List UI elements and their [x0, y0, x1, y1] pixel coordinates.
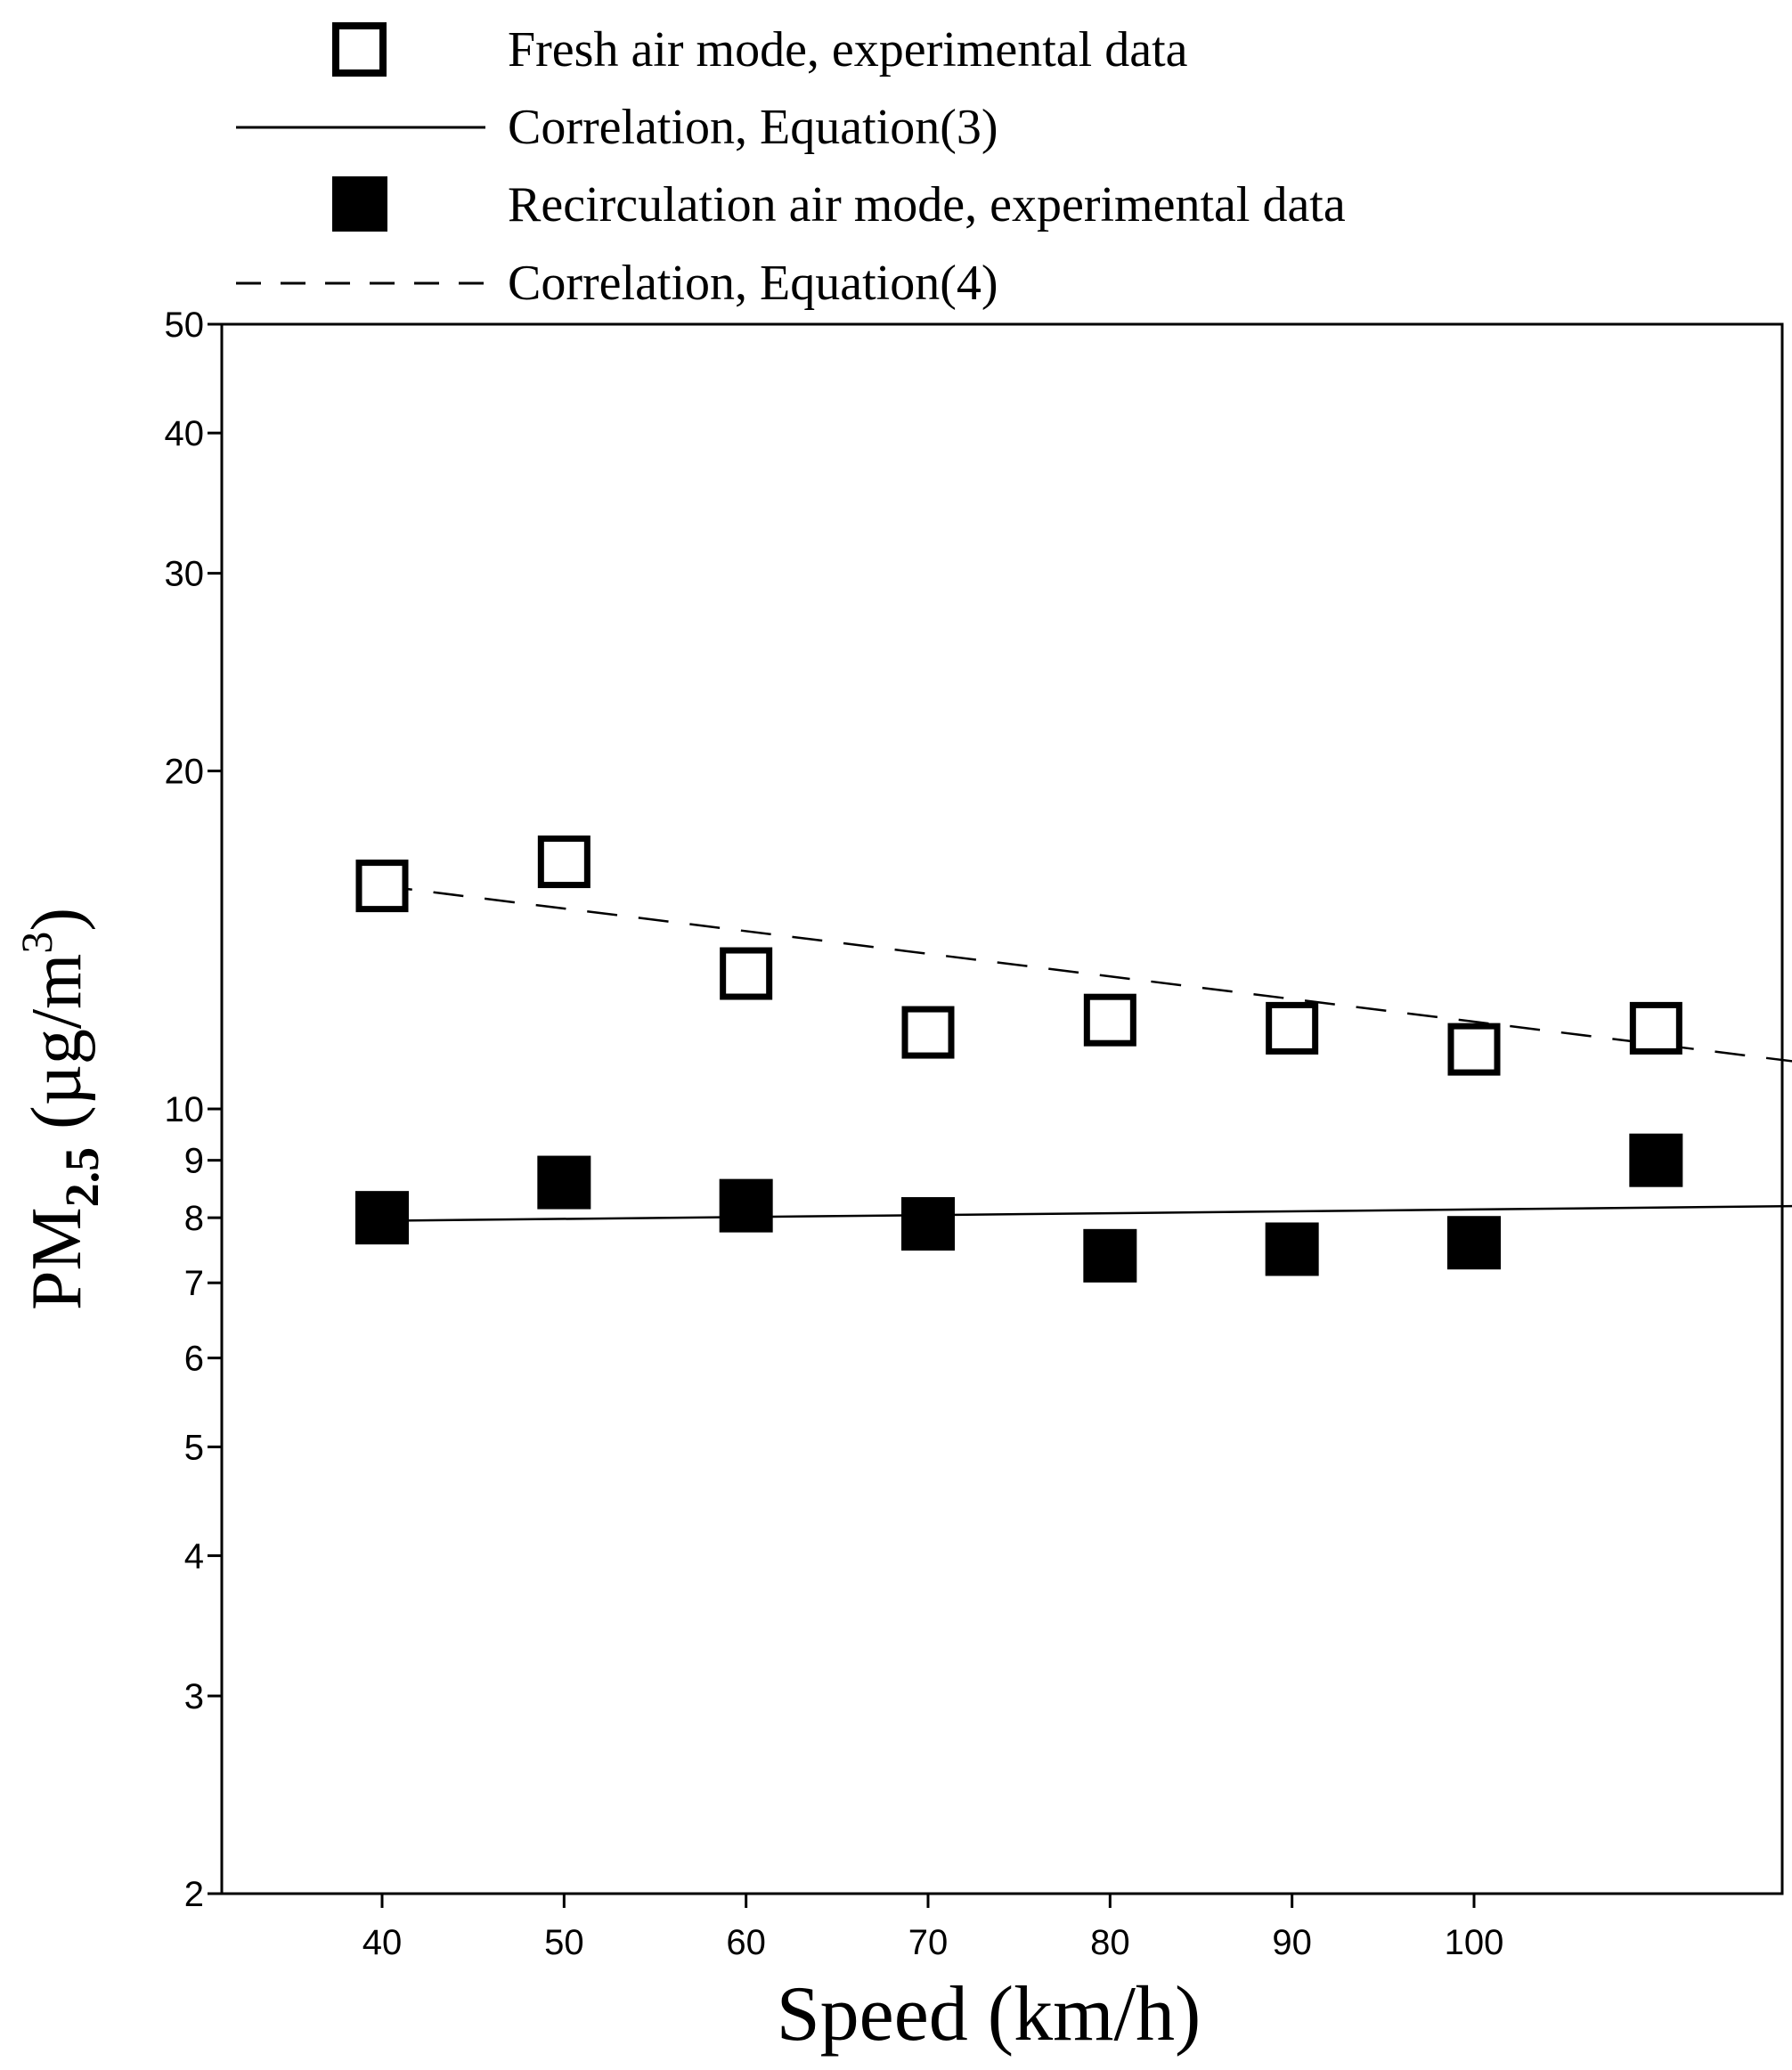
recirculation-point: [355, 1191, 409, 1245]
y-tick-label: 8: [184, 1199, 204, 1238]
fresh-air-point: [1266, 1001, 1319, 1055]
x-tick-label: 40: [362, 1923, 403, 1962]
y-tick-label: 7: [184, 1264, 204, 1303]
legend-text-fresh-air: Fresh air mode, experimental data: [508, 22, 1188, 77]
y-title-units: (µg/m: [18, 954, 96, 1147]
y-axis-title: PM2.5 (µg/m3): [12, 908, 109, 1310]
y-tick-label: 30: [165, 555, 205, 594]
correlation-lines: [381, 884, 1792, 1222]
legend-text-equation-4: Correlation, Equation(4): [508, 256, 998, 311]
x-tick-label: 90: [1272, 1923, 1312, 1962]
correlation-line-dashed: [381, 884, 1792, 1063]
fresh-air-point: [901, 1006, 955, 1059]
fresh-air-point: [1629, 1001, 1682, 1055]
y-title-close: ): [18, 908, 96, 932]
y-tick-label: 20: [165, 753, 205, 792]
recirculation-point: [901, 1197, 955, 1251]
x-tick-label: 60: [726, 1923, 766, 1962]
y-tick-label: 2: [184, 1875, 204, 1914]
y-tick-label: 10: [165, 1090, 205, 1129]
y-tick-label: 9: [184, 1142, 204, 1181]
x-tick-label: 50: [544, 1923, 584, 1962]
fresh-air-point: [1083, 993, 1136, 1047]
y-title-main: PM: [18, 1207, 96, 1310]
legend: Fresh air mode, experimental data Correl…: [236, 22, 1346, 311]
x-tick-label: 80: [1090, 1923, 1130, 1962]
fresh-air-point: [355, 860, 409, 913]
x-axis: 40 50 60 70 80 90 100: [362, 1894, 1504, 1962]
recirculation-point: [1629, 1133, 1683, 1187]
x-axis-title: Speed (km/h): [777, 1971, 1201, 2058]
plot-frame: [220, 322, 1784, 1895]
legend-marker-open-square: [332, 22, 387, 77]
correlation-line-solid: [381, 1204, 1792, 1222]
x-tick-label: 70: [908, 1923, 949, 1962]
legend-marker-filled-square: [332, 176, 387, 232]
fresh-air-point: [537, 835, 591, 889]
recirculation-point: [537, 1155, 591, 1210]
recirculation-point: [1265, 1222, 1319, 1276]
y-axis: 2 3 4 5 6 7 8 9 10 20 30 40 50: [165, 306, 222, 1914]
y-tick-label: 50: [165, 306, 205, 345]
recirculation-point: [1083, 1228, 1137, 1283]
data-points: [355, 835, 1683, 1283]
y-tick-label: 3: [184, 1677, 204, 1716]
x-tick-label: 100: [1445, 1923, 1504, 1962]
y-title-subscript: 2.5: [55, 1147, 109, 1208]
y-title-superscript: 3: [12, 932, 61, 954]
y-tick-label: 5: [184, 1428, 204, 1467]
recirculation-point: [719, 1178, 773, 1233]
legend-text-equation-3: Correlation, Equation(3): [508, 100, 998, 155]
fresh-air-point: [720, 947, 773, 1000]
legend-text-recirculation: Recirculation air mode, experimental dat…: [508, 177, 1346, 232]
recirculation-point: [1447, 1216, 1501, 1270]
y-tick-label: 40: [165, 414, 205, 453]
y-tick-label: 4: [184, 1537, 204, 1577]
fresh-air-point: [1447, 1023, 1501, 1076]
y-tick-label: 6: [184, 1340, 204, 1379]
